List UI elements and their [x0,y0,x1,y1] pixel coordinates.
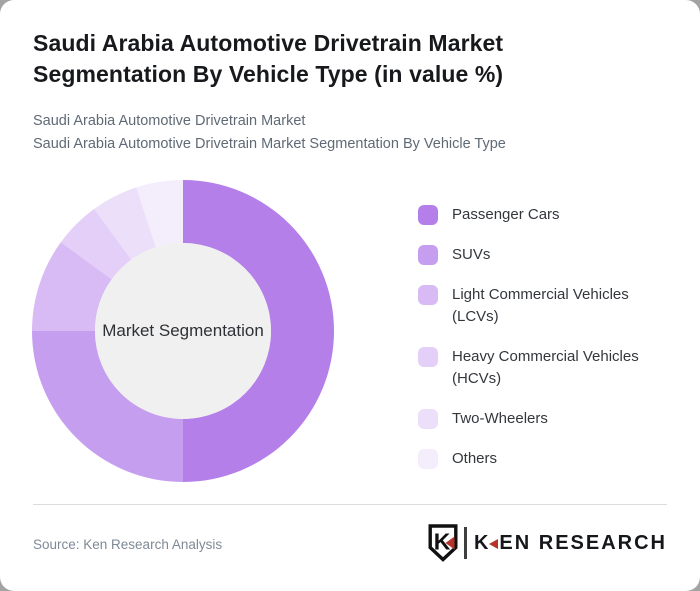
legend-item-others: Others [418,448,658,470]
brand-rest: EN RESEARCH [499,531,667,554]
donut-segment-others [136,180,183,248]
donut-segment-suvs [32,331,183,482]
legend-item-two-wheelers: Two-Wheelers [418,408,658,430]
legend-item-passenger-cars: Passenger Cars [418,204,658,226]
legend-swatch [418,409,438,429]
logo-shield-triangle-icon [445,536,455,550]
legend-item-suvs: SUVs [418,244,658,266]
legend-item-light-commercial-vehicles-lcvs: Light Commercial Vehicles (LCVs) [418,284,658,328]
donut-svg [32,180,334,482]
chart-legend: Passenger Cars SUVs Light Commercial Vehic… [418,204,658,488]
donut-segment-heavy-commercial-vehicles-hcvs [60,208,132,280]
legend-label: Light Commercial Vehicles (LCVs) [452,286,629,325]
donut-chart: Market Segmentation [32,180,334,482]
source-note: Source: Ken Research Analysis [33,537,223,552]
legend-swatch [418,205,438,225]
logo-shield-icon: K [428,524,458,562]
ken-research-logo: K K EN RESEARCH [428,524,667,562]
brand-wordmark: K EN RESEARCH [474,532,667,555]
donut-segment-two-wheelers [94,187,156,260]
legend-label: Others [452,450,498,467]
subtitle-market: Saudi Arabia Automotive Drivetrain Marke… [33,113,306,129]
logo-separator [463,527,467,559]
donut-inner-circle [95,243,271,419]
legend-label: Two-Wheelers [452,410,548,427]
legend-swatch [418,245,438,265]
subtitle-segmentation: Saudi Arabia Automotive Drivetrain Marke… [33,136,506,152]
legend-item-heavy-commercial-vehicles-hcvs: Heavy Commercial Vehicles (HCVs) [418,346,658,390]
legend-swatch [418,449,438,469]
legend-label: Heavy Commercial Vehicles (HCVs) [452,348,639,387]
donut-segment-light-commercial-vehicles-lcvs [32,242,112,331]
legend-label: Passenger Cars [452,206,560,223]
donut-segment-passenger-cars [183,180,334,482]
legend-swatch [418,285,438,305]
legend-label: SUVs [452,246,491,263]
logo-shield-letter: K [434,529,451,555]
legend-swatch [418,347,438,367]
brand-k: K [473,531,491,554]
footer-divider [33,504,667,505]
brand-triangle-icon [489,538,499,549]
page-title: Saudi Arabia Automotive Drivetrain Marke… [33,30,504,87]
